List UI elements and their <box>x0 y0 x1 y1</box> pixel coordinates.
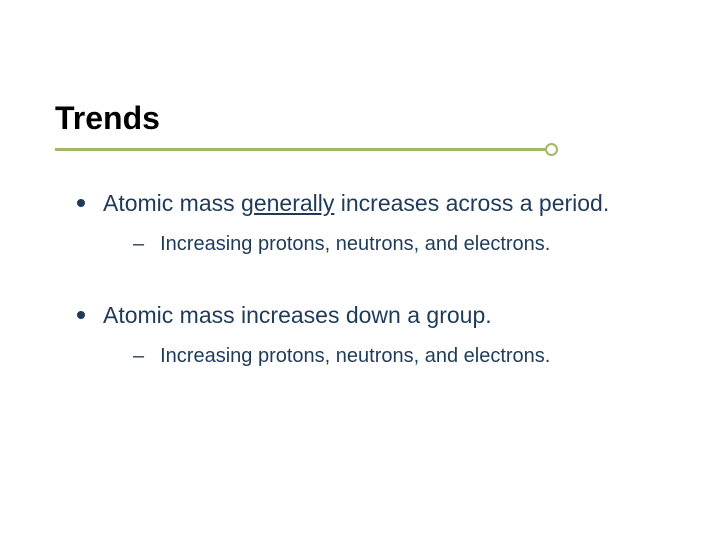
bullet-item: Atomic mass increases down a group. <box>77 301 670 330</box>
accent-line <box>55 148 545 151</box>
dash-icon: – <box>133 344 144 369</box>
text-span: increases across a period. <box>334 190 609 216</box>
spacer <box>55 283 670 301</box>
text-span: Atomic mass <box>103 190 241 216</box>
slide-title: Trends <box>55 100 670 137</box>
dash-icon: – <box>133 232 144 257</box>
slide-content: Atomic mass generally increases across a… <box>55 189 670 369</box>
sub-bullet-item: – Increasing protons, neutrons, and elec… <box>133 232 670 257</box>
sub-bullet-text: Increasing protons, neutrons, and electr… <box>160 232 670 257</box>
bullet-dot-icon <box>77 311 85 319</box>
title-accent <box>55 143 670 157</box>
slide: Trends Atomic mass generally increases a… <box>0 0 720 540</box>
bullet-text: Atomic mass generally increases across a… <box>103 189 670 218</box>
bullet-dot-icon <box>77 199 85 207</box>
text-span-underline: generally <box>241 190 334 216</box>
bullet-text: Atomic mass increases down a group. <box>103 301 670 330</box>
sub-bullet-item: – Increasing protons, neutrons, and elec… <box>133 344 670 369</box>
sub-bullet-text: Increasing protons, neutrons, and electr… <box>160 344 670 369</box>
accent-circle <box>545 143 558 156</box>
bullet-item: Atomic mass generally increases across a… <box>77 189 670 218</box>
